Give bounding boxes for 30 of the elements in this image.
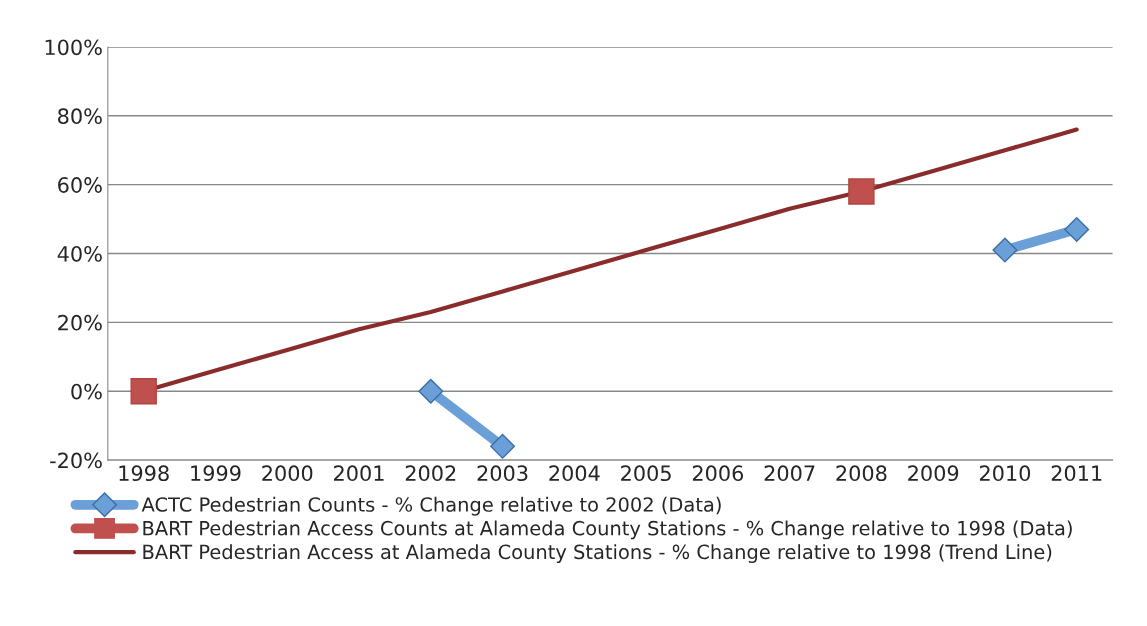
point bbox=[848, 178, 875, 205]
legend-label: BART Pedestrian Access at Alameda County Stations - % Change relative to 1998 (Trend Line) bbox=[143, 544, 1052, 563]
x-tick-label: 2005 bbox=[621, 465, 671, 482]
point bbox=[130, 378, 157, 405]
y-tick-label: 100% bbox=[45, 39, 102, 56]
x-tick-label: 2009 bbox=[908, 465, 959, 482]
legend-label: BART Pedestrian Access Counts at Alameda County Stations - % Change relative to 1998 (Data) bbox=[143, 520, 1072, 540]
x-tick-label: 2003 bbox=[477, 465, 528, 482]
x-tick-label: 2008 bbox=[836, 465, 887, 482]
y-tick-label: -20% bbox=[50, 452, 102, 469]
x-tick-label: 2004 bbox=[549, 465, 600, 482]
y-tick-label: 40% bbox=[57, 245, 102, 262]
point bbox=[992, 237, 1018, 263]
x-tick-label: 2000 bbox=[262, 465, 313, 482]
y-tick-label: 20% bbox=[58, 314, 102, 331]
x-tick-label: 2001 bbox=[334, 465, 384, 482]
y-tick-label: 80% bbox=[58, 108, 102, 125]
x-tick-label: 1998 bbox=[119, 465, 169, 482]
x-tick-label: 2010 bbox=[979, 465, 1031, 482]
legend-label: ACTC Pedestrian Counts - % Change relative to 2002 (Data) bbox=[141, 496, 721, 516]
point bbox=[490, 433, 516, 459]
x-tick-label: 2007 bbox=[764, 465, 815, 482]
point bbox=[418, 378, 444, 404]
x-tick-label: 1999 bbox=[191, 465, 241, 482]
y-tick-label: 60% bbox=[58, 177, 102, 193]
x-tick-label: 2006 bbox=[692, 465, 744, 482]
x-tick-label: 2011 bbox=[1051, 465, 1102, 482]
x-tick-label: 2002 bbox=[405, 465, 456, 482]
y-tick-label: 0% bbox=[71, 383, 102, 400]
point bbox=[1064, 216, 1090, 242]
